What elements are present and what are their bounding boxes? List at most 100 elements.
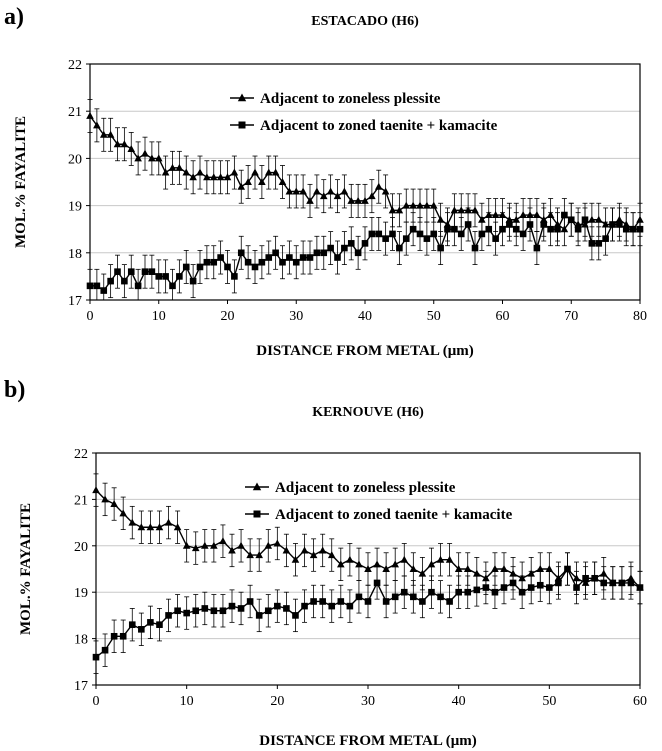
- data-point: [591, 574, 598, 582]
- legend: Adjacent to zoneless plessite Adjacent to…: [245, 480, 513, 523]
- data-point: [128, 518, 137, 526]
- data-point: [258, 178, 266, 185]
- data-point: [416, 230, 424, 238]
- data-point: [471, 206, 479, 214]
- data-point: [573, 584, 580, 591]
- data-point: [113, 140, 122, 148]
- data-point: [346, 555, 354, 563]
- data-point: [128, 621, 136, 628]
- data-point: [373, 579, 381, 587]
- data-point: [581, 216, 589, 224]
- data-point: [402, 235, 410, 242]
- data-point: [373, 560, 381, 568]
- data-point: [396, 244, 403, 252]
- data-point: [588, 215, 596, 223]
- data-point: [148, 268, 156, 275]
- data-point: [564, 565, 571, 573]
- y-tick-label: 17: [74, 679, 88, 694]
- data-point: [155, 273, 163, 280]
- data-point: [299, 254, 307, 261]
- data-point: [423, 201, 431, 209]
- data-point: [567, 216, 575, 224]
- data-point: [209, 173, 218, 181]
- data-point: [622, 225, 630, 233]
- data-point: [210, 541, 218, 549]
- data-point: [482, 584, 490, 591]
- data-point: [423, 235, 431, 242]
- data-point: [99, 130, 108, 138]
- data-point: [450, 206, 459, 214]
- data-point: [231, 273, 238, 280]
- legend-marker: [252, 482, 262, 491]
- data-point: [320, 249, 328, 257]
- data-point: [582, 574, 589, 582]
- data-point: [381, 187, 390, 195]
- panel-label-a: a): [4, 4, 24, 30]
- data-point: [618, 579, 626, 587]
- data-point: [491, 211, 500, 219]
- data-point: [457, 230, 465, 238]
- legend-label: Adjacent to zoneless plessite: [275, 480, 456, 496]
- data-point: [374, 182, 383, 190]
- data-point: [168, 163, 177, 171]
- data-point: [364, 565, 372, 572]
- y-axis-label: MOL.% FAYALITE: [18, 503, 34, 635]
- data-point: [451, 225, 458, 233]
- data-point: [519, 230, 527, 238]
- x-tick-label: 0: [93, 694, 100, 709]
- data-point: [500, 584, 508, 591]
- data-point: [258, 258, 266, 266]
- data-point: [464, 588, 472, 596]
- data-point: [429, 201, 438, 209]
- data-point: [141, 149, 149, 157]
- data-point: [464, 221, 472, 228]
- data-point: [410, 593, 417, 601]
- data-point: [361, 240, 369, 247]
- data-point: [629, 225, 637, 233]
- data-point: [244, 178, 252, 185]
- chart-estacado: 17 18 19 20 21 22 0 10 20 30 40 50 60 70 80 DISTANCE FR…: [13, 58, 647, 359]
- data-point: [217, 254, 224, 261]
- data-point: [382, 598, 390, 605]
- plot-frame: [89, 63, 641, 301]
- data-point: [189, 173, 197, 181]
- data-point: [255, 551, 263, 559]
- data-point: [561, 211, 568, 219]
- data-point: [282, 546, 291, 554]
- data-point: [107, 277, 114, 285]
- y-tick-label: 18: [68, 247, 82, 262]
- data-point: [609, 221, 616, 228]
- data-point: [574, 225, 582, 233]
- data-point: [382, 235, 389, 242]
- data-point: [137, 523, 146, 531]
- data-point: [389, 230, 396, 238]
- data-point: [121, 277, 128, 285]
- data-point: [428, 588, 435, 596]
- data-point: [264, 168, 273, 176]
- data-point: [326, 187, 335, 195]
- data-point: [485, 225, 493, 233]
- data-point: [446, 598, 453, 605]
- data-point: [292, 612, 299, 619]
- data-point: [176, 273, 183, 280]
- data-point: [300, 546, 309, 554]
- data-point: [189, 277, 197, 285]
- data-point: [255, 612, 263, 619]
- data-point: [203, 173, 211, 181]
- data-point: [471, 244, 479, 252]
- data-point: [119, 509, 127, 517]
- data-point: [526, 221, 534, 228]
- legend-label: Adjacent to zoned taenite + kamacite: [275, 507, 513, 523]
- data-point: [286, 254, 293, 261]
- data-point: [92, 486, 100, 494]
- data-point: [427, 560, 436, 568]
- legend-label: Adjacent to zoned taenite + kamacite: [260, 118, 498, 134]
- legend-marker: [238, 121, 246, 129]
- data-point: [279, 258, 286, 266]
- data-point: [602, 235, 609, 242]
- data-point: [191, 544, 200, 552]
- data-point: [237, 605, 245, 612]
- data-point: [444, 225, 451, 233]
- data-point: [244, 258, 252, 266]
- data-point: [594, 215, 603, 223]
